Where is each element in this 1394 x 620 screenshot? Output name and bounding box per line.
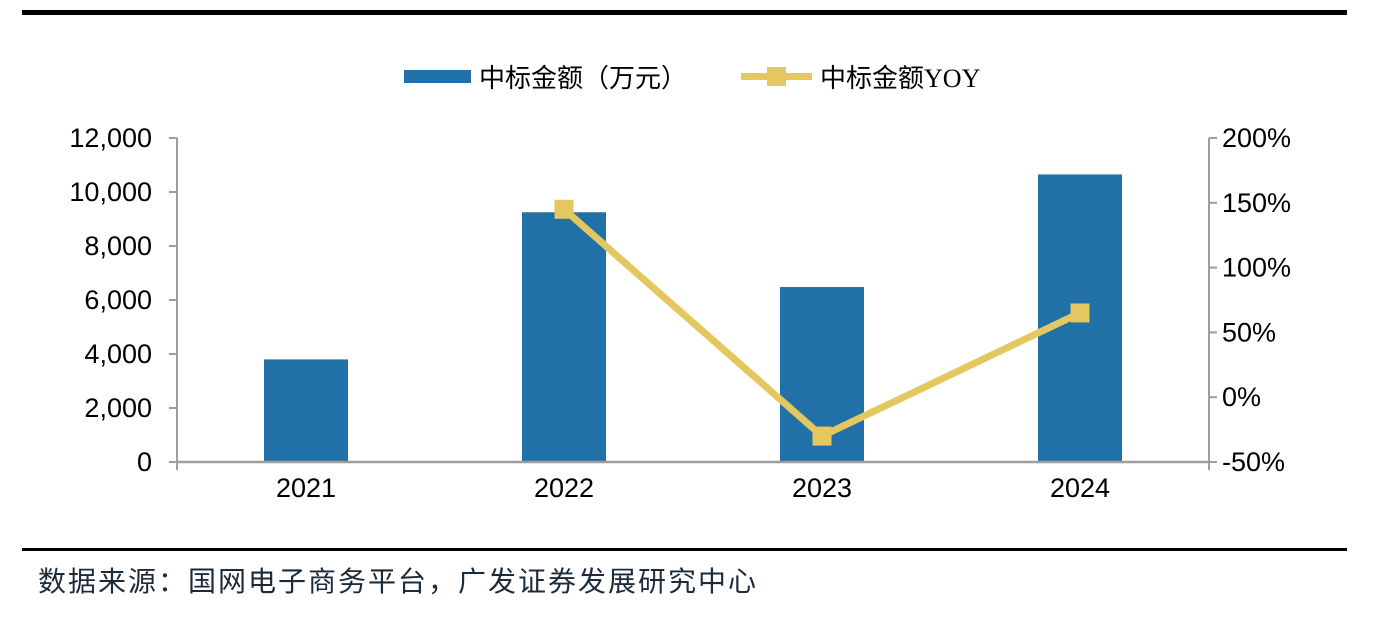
left-axis-tick-label: 6,000 <box>84 285 152 315</box>
right-axis-tick-label: 0% <box>1222 382 1261 412</box>
data-source-note: 数据来源：国网电子商务平台，广发证券发展研究中心 <box>38 567 759 598</box>
right-axis-tick-label: -50% <box>1222 447 1285 477</box>
x-axis-label-2023: 2023 <box>792 473 852 503</box>
line-series-marker-icon <box>767 66 787 86</box>
top-divider-rule <box>22 10 1347 15</box>
right-axis-tick-label: 150% <box>1222 188 1291 218</box>
bar-2021 <box>264 359 348 462</box>
x-axis-label-2024: 2024 <box>1050 473 1110 503</box>
right-axis-tick-label: 100% <box>1222 253 1291 283</box>
left-axis-tick-label: 0 <box>137 447 152 477</box>
left-axis-tick-label: 2,000 <box>84 393 152 423</box>
chart-legend: 中标金额（万元） 中标金额YOY <box>404 58 980 94</box>
yoy-marker-2023 <box>812 426 832 446</box>
left-axis-tick-label: 4,000 <box>84 339 152 369</box>
legend-item-line-series: 中标金额YOY <box>741 58 980 95</box>
x-axis-label-2022: 2022 <box>534 473 594 503</box>
bar-2022 <box>522 212 606 462</box>
left-axis-tick-label: 10,000 <box>69 177 152 207</box>
x-axis-label-2021: 2021 <box>276 473 336 503</box>
yoy-marker-2022 <box>554 199 574 219</box>
right-axis-tick-label: 200% <box>1222 123 1291 153</box>
bar-series-swatch-icon <box>404 69 471 83</box>
left-axis-tick-label: 12,000 <box>69 123 152 153</box>
right-axis-tick-label: 50% <box>1222 317 1276 347</box>
bottom-divider-rule <box>22 548 1347 551</box>
line-series-label: 中标金额YOY <box>820 63 981 93</box>
left-axis-tick-label: 8,000 <box>84 231 152 261</box>
yoy-marker-2024 <box>1070 303 1090 323</box>
legend-item-bar-series: 中标金额（万元） <box>404 58 687 95</box>
bar-series-label: 中标金额（万元） <box>479 63 688 93</box>
line-series-swatch-icon <box>741 66 813 86</box>
